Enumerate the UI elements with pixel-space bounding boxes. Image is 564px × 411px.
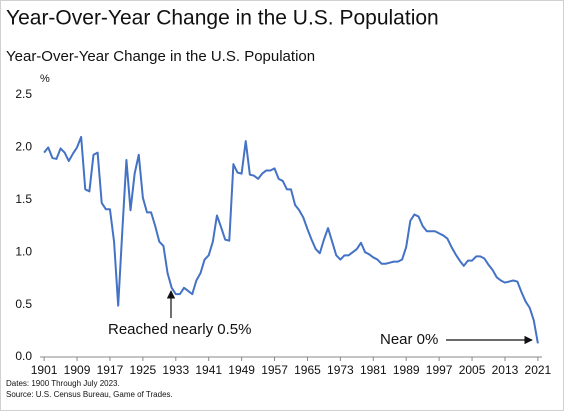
x-tick-label: 1909 <box>64 363 91 377</box>
y-tick-label: 2.5 <box>15 87 32 101</box>
x-tick-label: 2005 <box>459 363 486 377</box>
x-tick-label: 1957 <box>261 363 288 377</box>
x-tick-label: 1901 <box>31 363 58 377</box>
x-tick-label: 1981 <box>360 363 387 377</box>
x-tick-label: 1949 <box>228 363 255 377</box>
x-tick-label: 1997 <box>426 363 453 377</box>
x-tick-label: 2013 <box>492 363 519 377</box>
x-tick-label: 1933 <box>162 363 189 377</box>
y-tick-label: 1.0 <box>15 244 32 258</box>
x-tick-label: 1941 <box>195 363 222 377</box>
x-tick-label: 1965 <box>294 363 321 377</box>
y-tick-label: 0.5 <box>15 297 32 311</box>
x-tick-label: 1925 <box>130 363 157 377</box>
y-unit-label: % <box>40 73 50 85</box>
y-tick-label: 0.0 <box>15 349 32 363</box>
footnote: Source: U.S. Census Bureau, Game of Trad… <box>6 390 173 399</box>
chart-title: Year-Over-Year Change in the U.S. Popula… <box>6 7 439 30</box>
x-tick-label: 2021 <box>525 363 552 377</box>
y-tick-label: 2.0 <box>15 140 32 154</box>
x-tick-label: 1917 <box>97 363 124 377</box>
annotation: Reached nearly 0.5% <box>108 321 251 338</box>
footnote: Dates: 1900 Through July 2023. <box>6 379 120 388</box>
annotation: Near 0% <box>380 331 438 348</box>
y-tick-label: 1.5 <box>15 192 32 206</box>
data-line <box>43 135 539 344</box>
x-tick-label: 1973 <box>327 363 354 377</box>
chart-subtitle: Year-Over-Year Change in the U.S. Popula… <box>6 48 315 65</box>
x-tick-label: 1989 <box>393 363 420 377</box>
